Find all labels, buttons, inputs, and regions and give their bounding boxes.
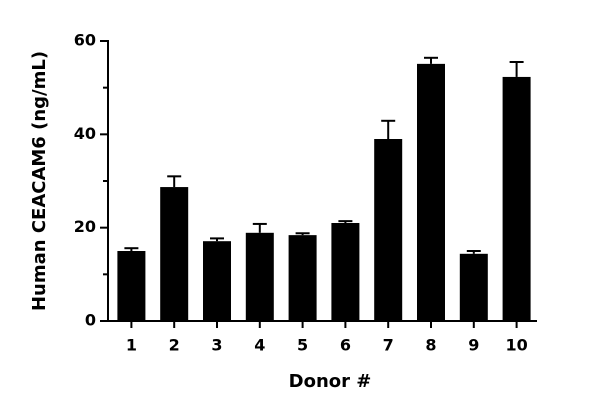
bar <box>288 235 317 321</box>
x-tick-label: 4 <box>254 336 265 355</box>
x-tick-label: 1 <box>126 336 137 355</box>
bar <box>374 139 403 321</box>
bar <box>245 232 274 321</box>
bar <box>417 63 445 321</box>
x-axis-title: Donor # <box>289 371 372 392</box>
x-tick-label: 6 <box>340 336 351 355</box>
bar <box>117 251 146 321</box>
x-tick-label: 9 <box>468 336 479 355</box>
y-tick-label: 40 <box>74 124 96 143</box>
bar <box>502 76 531 321</box>
x-tick-label: 7 <box>383 336 394 355</box>
x-tick-label: 2 <box>169 336 180 355</box>
x-tick-label: 5 <box>297 336 308 355</box>
bar <box>331 223 360 321</box>
bar <box>203 241 231 321</box>
y-tick-label: 20 <box>74 217 96 236</box>
bar <box>160 187 189 321</box>
y-axis-title: Human CEACAM6 (ng/mL) <box>29 51 50 311</box>
y-tick-label: 60 <box>74 31 96 50</box>
x-tick-label: 8 <box>425 336 436 355</box>
x-tick-label: 10 <box>505 336 527 355</box>
y-tick-label: 0 <box>85 311 96 330</box>
bar <box>459 253 488 321</box>
x-tick-label: 3 <box>211 336 222 355</box>
